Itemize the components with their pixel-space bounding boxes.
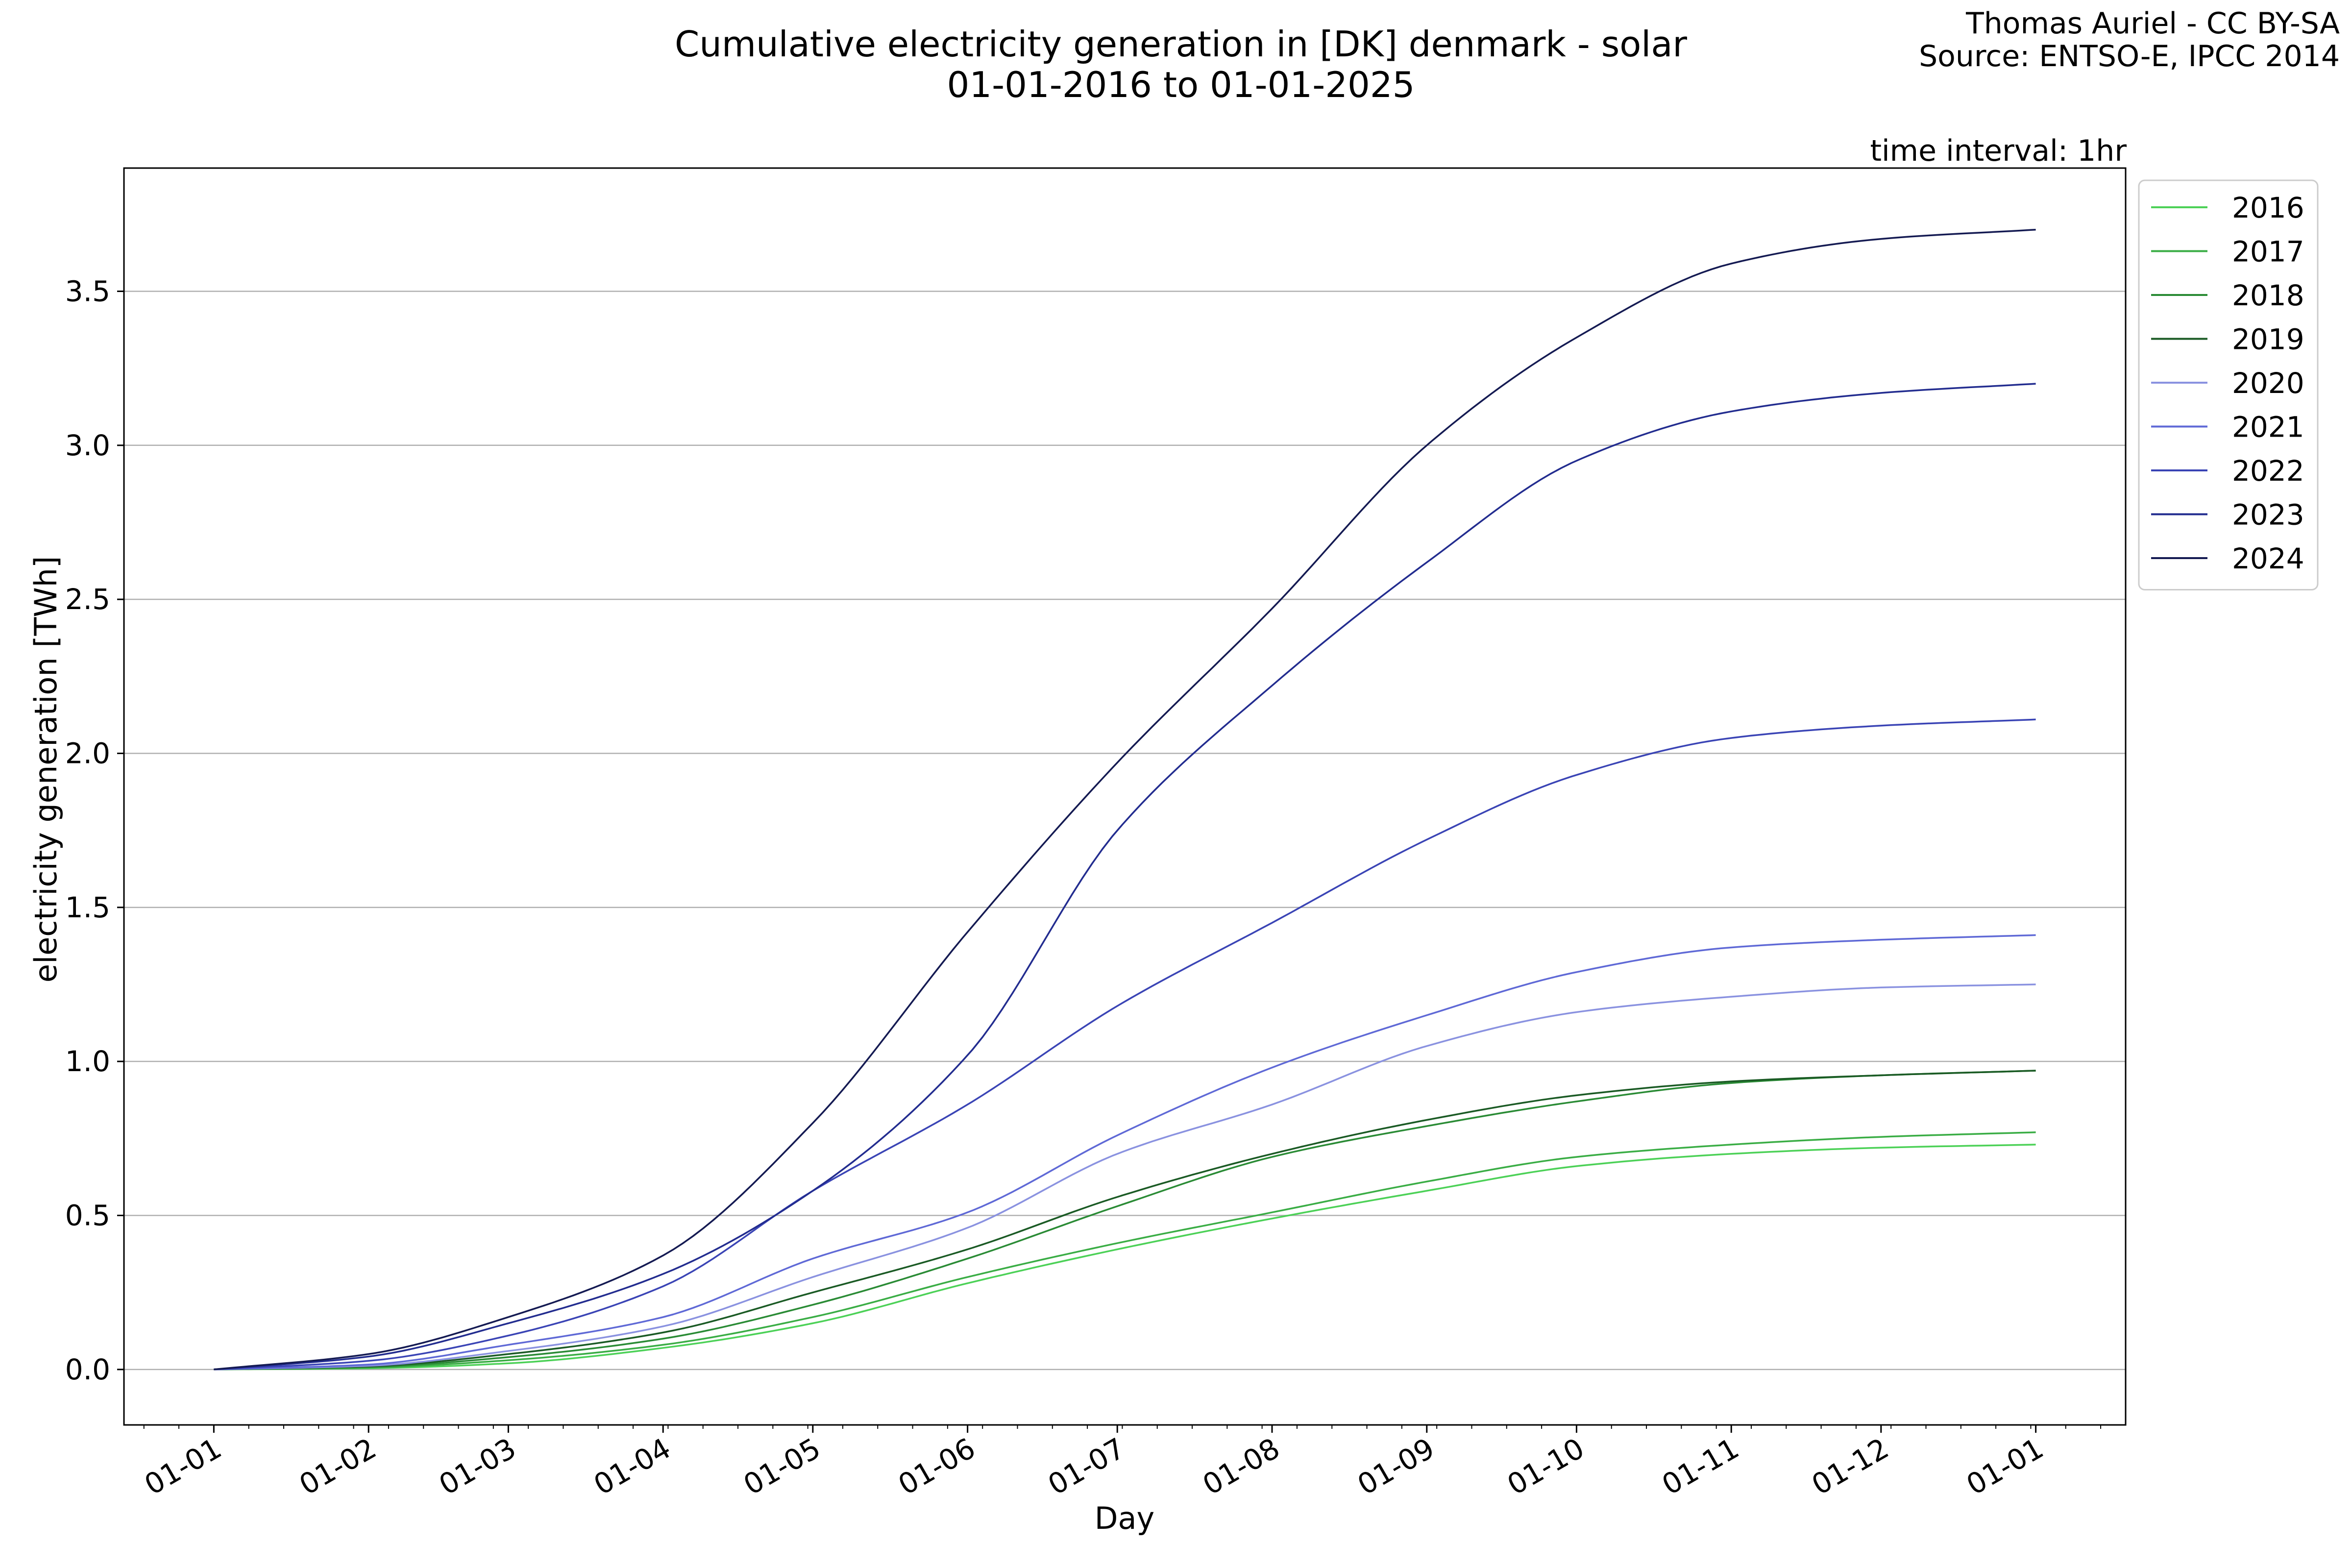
x-tick-label: 01-03 bbox=[433, 1431, 521, 1501]
x-tick-label: 01-01 bbox=[1961, 1431, 2049, 1501]
chart-subtitle: 01-01-2016 to 01-01-2025 bbox=[947, 64, 1415, 105]
legend-label-2017: 2017 bbox=[2232, 235, 2304, 269]
y-tick-label: 0.0 bbox=[65, 1353, 110, 1386]
legend-label-2020: 2020 bbox=[2232, 367, 2304, 400]
y-tick-label: 2.5 bbox=[65, 583, 110, 616]
y-tick-label: 3.0 bbox=[65, 429, 110, 462]
x-tick-label: 01-06 bbox=[893, 1431, 981, 1501]
legend-box bbox=[2138, 179, 2319, 590]
x-tick-label: 01-05 bbox=[738, 1431, 826, 1501]
plot-frame bbox=[123, 167, 2127, 1426]
legend-label-2024: 2024 bbox=[2232, 542, 2304, 575]
series-line-2016 bbox=[214, 1144, 2036, 1371]
y-tick-label: 2.0 bbox=[65, 736, 110, 770]
x-tick-label: 01-09 bbox=[1352, 1431, 1440, 1501]
credit-author: Thomas Auriel - CC BY-SA bbox=[1965, 6, 2340, 41]
y-axis-label: electricity generation [TWh] bbox=[28, 556, 64, 982]
y-tick-label: 1.0 bbox=[65, 1045, 110, 1078]
axis-ticks: 0.0 0.5 1.0 1.5 2.0 2.5 3.0 3.5 01-01 01-02 01-03 0… bbox=[65, 274, 2102, 1501]
x-tick-label: 01-07 bbox=[1042, 1431, 1130, 1501]
x-tick-label: 01-10 bbox=[1501, 1431, 1590, 1501]
gridlines bbox=[124, 291, 2126, 1371]
series-lines bbox=[214, 228, 2036, 1371]
chart-title: Cumulative electricity generation in [DK… bbox=[675, 24, 1687, 65]
series-line-2018 bbox=[214, 1070, 2036, 1371]
x-tick-label: 01-01 bbox=[139, 1431, 227, 1501]
series-line-2019 bbox=[214, 1070, 2036, 1371]
x-tick-label: 01-08 bbox=[1197, 1431, 1285, 1501]
legend-label-2019: 2019 bbox=[2232, 323, 2304, 356]
series-line-2023 bbox=[214, 383, 2036, 1371]
x-tick-label: 01-12 bbox=[1806, 1431, 1894, 1501]
legend-label-2023: 2023 bbox=[2232, 498, 2304, 532]
y-tick-label: 1.5 bbox=[65, 891, 110, 924]
series-line-2022 bbox=[214, 718, 2036, 1371]
legend-label-2018: 2018 bbox=[2232, 279, 2304, 312]
series-line-2020 bbox=[214, 983, 2036, 1371]
legend-label-2021: 2021 bbox=[2232, 411, 2304, 444]
x-tick-label: 01-11 bbox=[1656, 1431, 1744, 1501]
credit-source: Source: ENTSO-E, IPCC 2014 bbox=[1919, 39, 2340, 74]
x-axis-label: Day bbox=[1095, 1500, 1154, 1536]
legend-label-2022: 2022 bbox=[2232, 454, 2304, 488]
series-line-2024 bbox=[214, 228, 2036, 1371]
legend: 2016 2017 2018 2019 2020 2021 2022 2023 2024 bbox=[2138, 179, 2319, 590]
series-line-2021 bbox=[214, 934, 2036, 1371]
x-tick-label: 01-04 bbox=[588, 1431, 676, 1501]
x-tick-label: 01-02 bbox=[294, 1431, 382, 1501]
time-interval-annotation: time interval: 1hr bbox=[1870, 134, 2127, 168]
legend-label-2016: 2016 bbox=[2232, 191, 2304, 224]
y-tick-label: 0.5 bbox=[65, 1199, 110, 1232]
series-line-2017 bbox=[214, 1131, 2036, 1371]
y-tick-label: 3.5 bbox=[65, 274, 110, 308]
